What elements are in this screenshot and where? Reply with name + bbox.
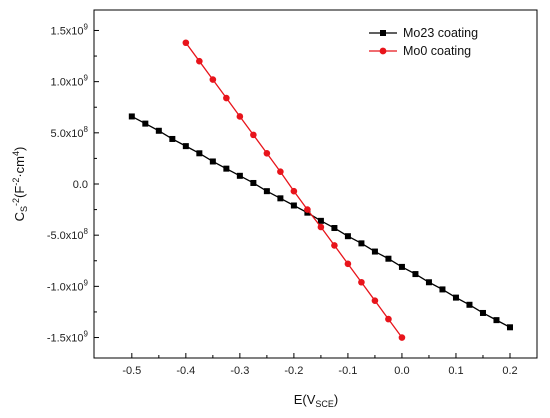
y-tick-label: -5.0x108 bbox=[47, 227, 89, 242]
data-point bbox=[155, 127, 162, 134]
data-point bbox=[263, 188, 270, 195]
data-point bbox=[398, 263, 405, 270]
y-tick-label: -1.0x109 bbox=[47, 278, 89, 293]
data-point bbox=[331, 242, 338, 249]
data-point bbox=[452, 294, 459, 301]
series-mo0 bbox=[182, 39, 406, 341]
data-point bbox=[277, 195, 284, 202]
data-point bbox=[439, 286, 446, 293]
data-point bbox=[290, 187, 298, 195]
data-point bbox=[425, 279, 432, 286]
data-point bbox=[506, 324, 513, 331]
data-point bbox=[209, 76, 217, 83]
data-point bbox=[304, 206, 311, 213]
data-point bbox=[358, 278, 365, 286]
data-point bbox=[142, 120, 149, 127]
y-tick-label: 1.5x109 bbox=[51, 22, 89, 37]
data-point bbox=[385, 315, 392, 323]
x-tick-label: -0.5 bbox=[122, 365, 141, 377]
data-point bbox=[182, 39, 190, 47]
x-tick-label: 0.1 bbox=[448, 365, 463, 377]
x-tick-label: -0.2 bbox=[284, 365, 303, 377]
data-point bbox=[344, 233, 351, 240]
data-point bbox=[371, 248, 378, 255]
legend-marker-mo23 bbox=[380, 30, 386, 36]
data-point bbox=[344, 260, 352, 268]
data-point bbox=[236, 172, 243, 179]
x-tick-label: -0.4 bbox=[176, 365, 195, 377]
data-point bbox=[128, 113, 135, 120]
data-point bbox=[479, 309, 486, 316]
data-point bbox=[398, 334, 406, 341]
data-point bbox=[331, 225, 338, 232]
data-point bbox=[493, 317, 500, 324]
legend: Mo23 coating Mo0 coating bbox=[369, 26, 478, 58]
legend-label-mo23: Mo23 coating bbox=[403, 26, 478, 40]
x-axis-label: E(VSCE) bbox=[294, 392, 339, 409]
legend-label-mo0: Mo0 coating bbox=[403, 44, 471, 58]
y-tick-label: -1.5x109 bbox=[47, 330, 89, 345]
data-point bbox=[317, 217, 324, 224]
data-point bbox=[358, 240, 365, 247]
data-point bbox=[209, 158, 216, 165]
y-tick-label: 5.0x108 bbox=[51, 125, 89, 140]
x-tick-label: 0.2 bbox=[502, 365, 517, 377]
legend-marker-mo0 bbox=[379, 47, 387, 55]
data-point bbox=[236, 113, 244, 120]
data-point bbox=[466, 301, 473, 308]
data-point bbox=[385, 255, 392, 262]
y-tick-label: 0.0 bbox=[73, 179, 88, 191]
data-point bbox=[223, 94, 230, 102]
x-tick-label: -0.3 bbox=[230, 365, 249, 377]
data-point bbox=[196, 150, 203, 157]
data-point bbox=[250, 131, 257, 139]
x-tick-label: 0.0 bbox=[394, 365, 409, 377]
y-axis-label: CS-2(F-2·cm4) bbox=[11, 147, 29, 222]
data-point bbox=[277, 168, 284, 176]
data-point bbox=[263, 149, 271, 157]
data-point bbox=[412, 271, 419, 278]
series-mo23 bbox=[128, 113, 513, 331]
data-point bbox=[290, 202, 297, 209]
data-point bbox=[317, 223, 325, 231]
data-point bbox=[169, 135, 176, 142]
data-point bbox=[371, 297, 379, 304]
data-point bbox=[250, 179, 257, 186]
x-tick-label: -0.1 bbox=[338, 365, 357, 377]
y-tick-label: 1.0x109 bbox=[51, 74, 89, 89]
data-point bbox=[182, 143, 189, 150]
data-point bbox=[196, 57, 203, 65]
data-point bbox=[223, 165, 230, 172]
